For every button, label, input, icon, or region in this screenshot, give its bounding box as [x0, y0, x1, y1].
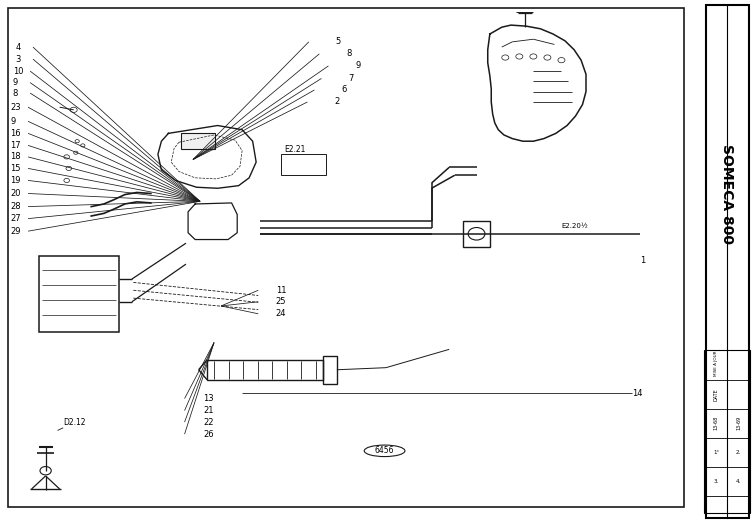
Text: 3: 3: [16, 54, 21, 64]
Text: 7: 7: [348, 74, 353, 83]
Text: 13: 13: [203, 394, 214, 403]
Text: DATE: DATE: [714, 388, 718, 401]
Text: 2: 2: [334, 97, 340, 107]
Text: 24: 24: [276, 309, 286, 319]
Text: 14: 14: [632, 389, 642, 398]
Bar: [463, 221, 490, 247]
Text: 23: 23: [11, 103, 21, 112]
Bar: [181, 133, 215, 149]
Text: SOMECA 800: SOMECA 800: [721, 143, 734, 244]
Text: 1°: 1°: [713, 450, 719, 455]
Text: E2.20½: E2.20½: [562, 223, 588, 229]
Text: 9: 9: [13, 78, 18, 87]
Bar: [706, 5, 749, 518]
Text: 18: 18: [11, 152, 21, 162]
Text: MISE A JOUR: MISE A JOUR: [714, 350, 718, 376]
Text: 20: 20: [11, 189, 21, 198]
Text: 13-68: 13-68: [714, 416, 718, 430]
Text: 6: 6: [341, 85, 346, 95]
Text: 17: 17: [11, 141, 21, 150]
Text: 21: 21: [203, 406, 214, 415]
Bar: [704, 350, 751, 513]
Text: 29: 29: [11, 226, 21, 236]
Text: 3.: 3.: [714, 479, 719, 484]
Text: 9: 9: [11, 117, 16, 126]
Text: 13-69: 13-69: [736, 416, 741, 430]
Text: 28: 28: [11, 202, 21, 211]
Text: 15: 15: [11, 164, 21, 173]
Bar: [281, 154, 326, 175]
Text: 27: 27: [11, 214, 21, 223]
Bar: [323, 356, 337, 384]
Text: 5: 5: [335, 37, 340, 47]
Bar: [207, 360, 323, 380]
Text: D2.12: D2.12: [63, 418, 86, 427]
Text: 22: 22: [203, 417, 214, 427]
Text: 1: 1: [640, 256, 645, 265]
Text: 9: 9: [355, 61, 361, 71]
Text: 16: 16: [11, 129, 21, 138]
Text: 26: 26: [203, 429, 214, 439]
Bar: [38, 256, 119, 332]
Text: E2.21: E2.21: [284, 144, 306, 154]
Text: 6456: 6456: [375, 446, 395, 456]
Text: 8: 8: [346, 49, 352, 59]
Text: 8: 8: [13, 88, 18, 98]
Text: 19: 19: [11, 176, 21, 185]
Text: 2.: 2.: [736, 450, 741, 455]
Text: 4: 4: [16, 42, 20, 52]
Text: 4.: 4.: [736, 479, 741, 484]
Text: 10: 10: [13, 66, 23, 76]
Text: 25: 25: [276, 297, 286, 306]
Text: 11: 11: [276, 286, 286, 295]
